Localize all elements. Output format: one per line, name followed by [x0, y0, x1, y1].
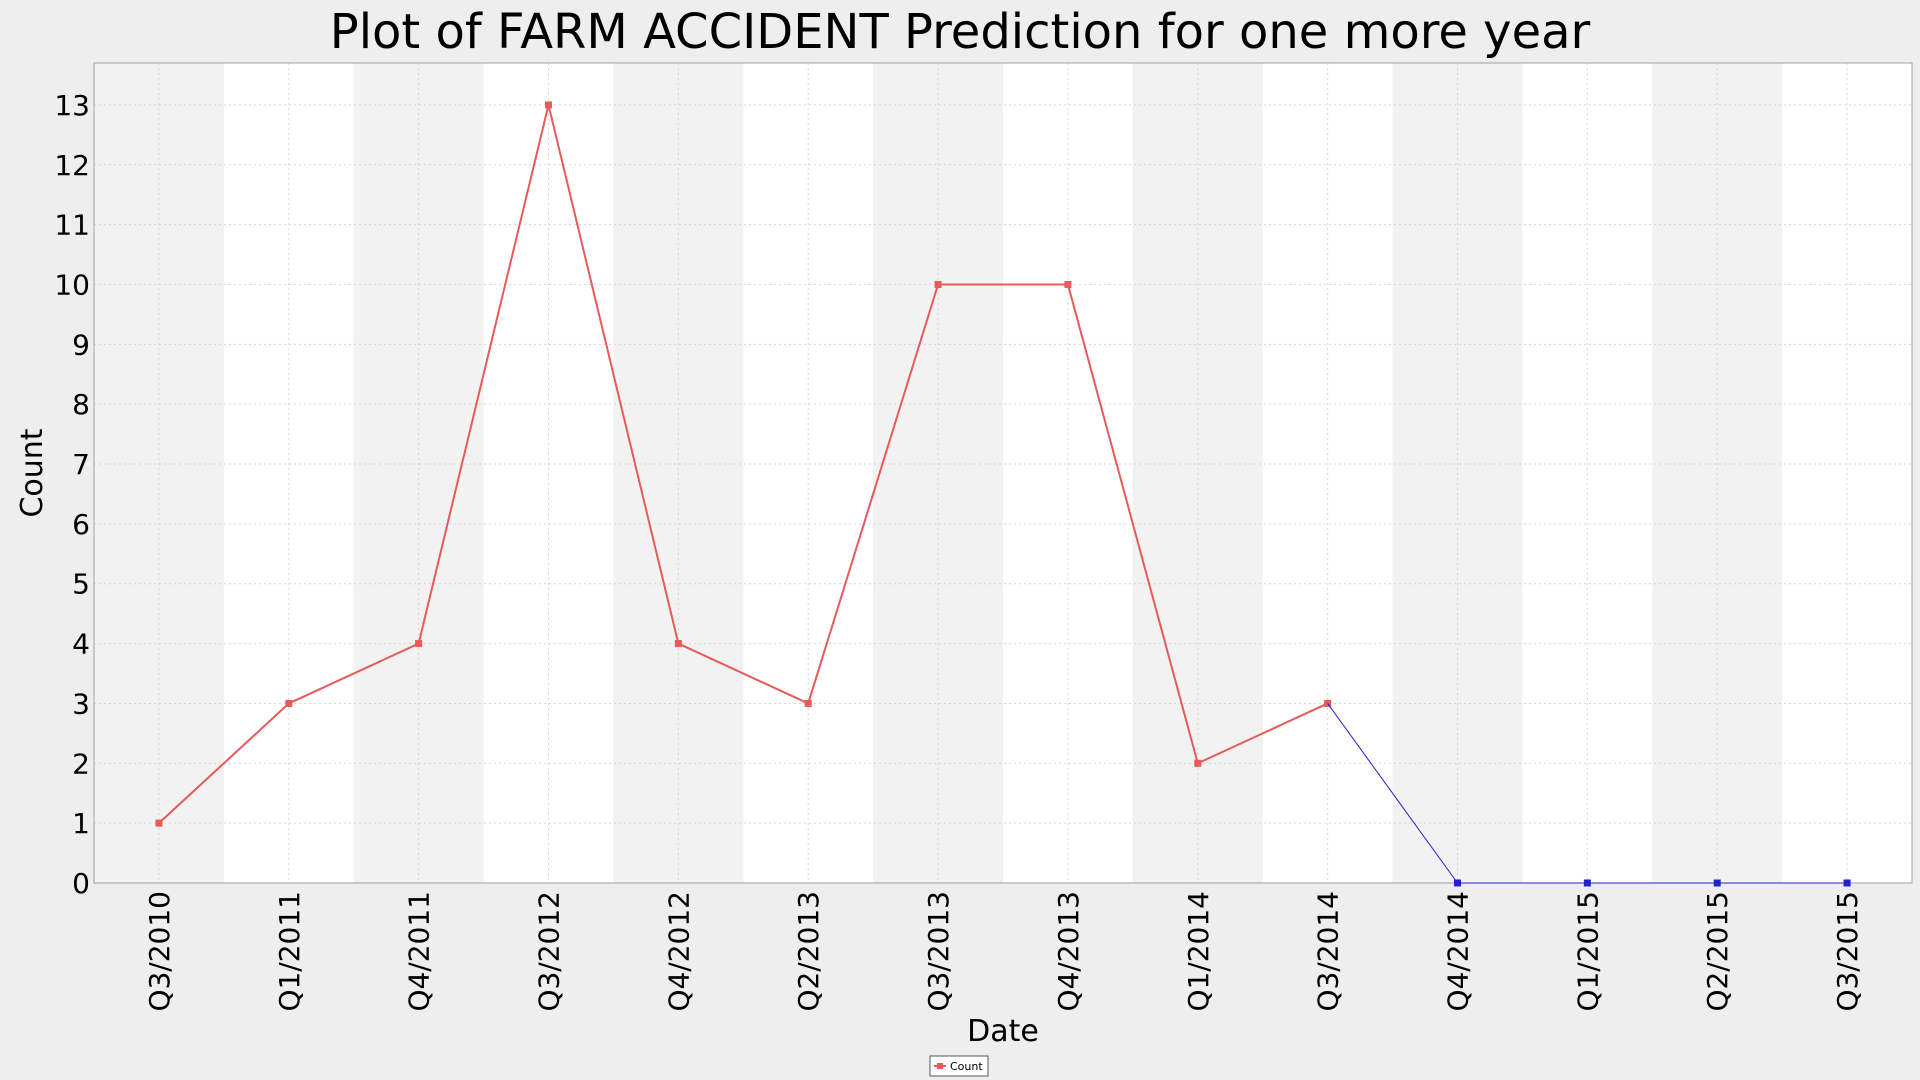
x-tick-label: Q3/2013: [922, 891, 955, 1012]
y-tick-label: 2: [72, 747, 90, 780]
count-point-marker: [285, 699, 293, 707]
count-point-marker: [804, 699, 812, 707]
count-point-marker: [934, 280, 942, 288]
prediction-point-marker: [1583, 879, 1591, 887]
y-tick-label: 10: [54, 268, 90, 301]
legend-marker-swatch: [937, 1063, 943, 1069]
x-axis-tick-labels: Q3/2010 Q1/2011 Q4/2011 Q3/2012 Q4/2012 Q2/20…: [143, 891, 1864, 1012]
chart-title: Plot of FARM ACCIDENT Prediction for one…: [330, 4, 1591, 60]
count-point-marker: [155, 819, 163, 827]
y-tick-label: 4: [72, 628, 90, 661]
x-tick-label: Q2/2013: [792, 891, 825, 1012]
count-series-line: [158, 103, 1329, 824]
x-tick-label: Q3/2014: [1312, 891, 1345, 1012]
plot-background-bands: [94, 63, 1912, 883]
legend: Count: [929, 1055, 989, 1077]
x-tick-label: Q4/2013: [1052, 891, 1085, 1012]
count-point-marker: [545, 101, 552, 109]
y-tick-label: 3: [72, 687, 90, 720]
y-axis-label: Count: [15, 428, 50, 517]
x-axis-label: Date: [967, 1014, 1039, 1049]
x-tick-label: Q4/2012: [662, 891, 695, 1012]
count-point-marker: [674, 640, 682, 648]
x-tick-label: Q3/2012: [533, 891, 566, 1012]
prediction-point-marker: [1713, 879, 1721, 887]
prediction-point-marker: [1843, 879, 1851, 887]
legend-label: Count: [950, 1060, 983, 1073]
y-tick-label: 6: [72, 508, 90, 541]
y-tick-label: 8: [72, 388, 90, 421]
x-tick-label: Q3/2010: [143, 891, 176, 1012]
y-tick-label: 12: [54, 149, 90, 182]
y-tick-label: 13: [54, 89, 90, 122]
y-tick-label: 5: [72, 568, 90, 601]
plot-area-frame: [93, 62, 1913, 884]
prediction-point-marker: [1454, 879, 1461, 887]
count-point-marker: [415, 640, 423, 648]
series-layer: [155, 101, 1851, 887]
count-point-marker: [1194, 759, 1202, 767]
legend-box: [929, 1055, 989, 1077]
x-tick-label: Q1/2011: [273, 891, 306, 1012]
x-tick-label: Q1/2015: [1571, 891, 1604, 1012]
x-tick-label: Q4/2011: [403, 891, 436, 1012]
x-tick-label: Q3/2015: [1831, 891, 1864, 1012]
y-tick-label: 7: [72, 448, 90, 481]
y-tick-label: 11: [54, 209, 90, 242]
x-tick-label: Q1/2014: [1182, 891, 1215, 1012]
y-tick-label: 0: [72, 867, 90, 900]
count-point-marker: [1064, 280, 1072, 288]
x-tick-label: Q4/2014: [1442, 891, 1475, 1012]
y-tick-label: 1: [72, 807, 90, 840]
x-tick-label: Q2/2015: [1701, 891, 1734, 1012]
y-tick-label: 9: [72, 328, 90, 361]
